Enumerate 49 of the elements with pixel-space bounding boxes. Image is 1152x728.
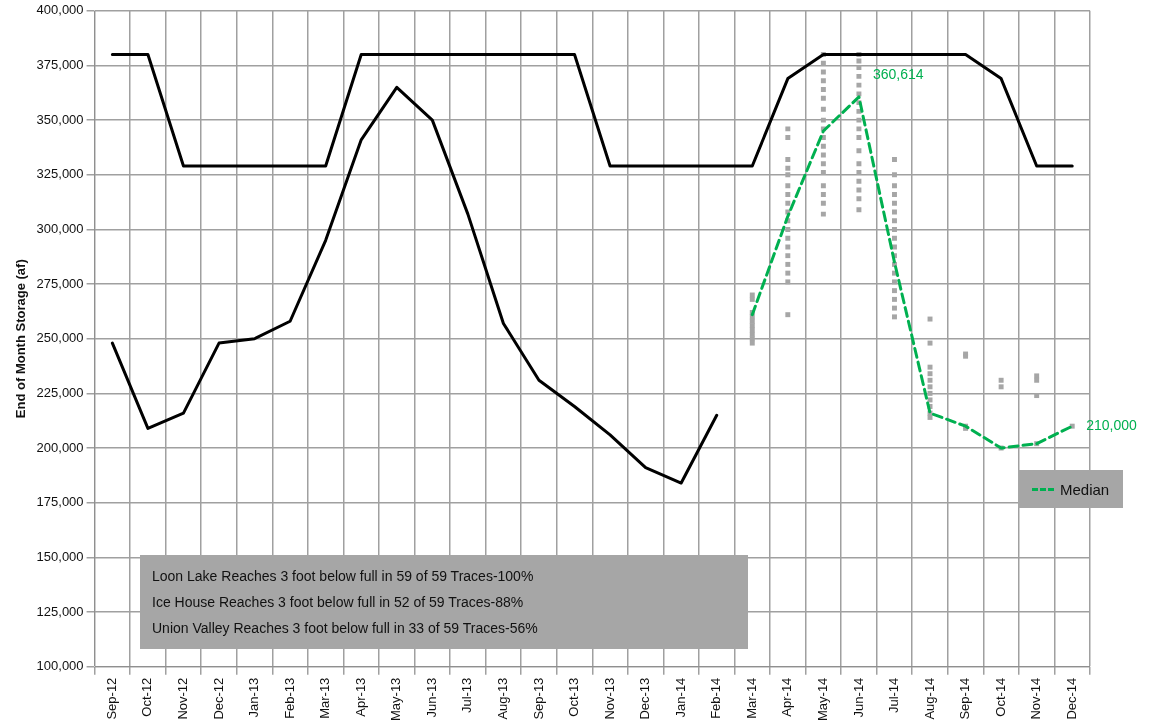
x-tick-label: May-14 (814, 677, 830, 722)
y-tick-label: 350,000 (36, 111, 84, 127)
x-tick-label: Jun-13 (423, 677, 439, 718)
data-label: 360,614 (872, 65, 924, 82)
x-tick-label: Nov-12 (175, 677, 191, 720)
x-tick-label: Sep-12 (103, 677, 119, 720)
x-tick-label: May-13 (388, 677, 404, 722)
x-tick-label: Jul-13 (459, 677, 475, 714)
annotation: Loon Lake Reaches 3 foot below full in 59 of 59 Traces-100% (152, 567, 535, 586)
x-tick-label: Jun-14 (850, 677, 866, 718)
x-tick-label: Dec-12 (210, 677, 226, 720)
x-tick-label: Aug-14 (921, 677, 937, 720)
x-tick-label: Jan-14 (672, 677, 688, 718)
x-tick-label: Feb-14 (708, 677, 724, 719)
x-tick-label: Oct-14 (992, 677, 1008, 717)
y-tick-label: 400,000 (36, 2, 84, 18)
x-tick-label: Sep-13 (530, 677, 546, 720)
x-tick-label: Nov-14 (1028, 677, 1044, 720)
y-axis-title: End of Month Storage (af) (13, 259, 29, 419)
x-tick-label: Mar-14 (743, 677, 759, 719)
y-tick-label: 275,000 (36, 275, 84, 291)
legend-label: Median (1060, 480, 1110, 498)
x-tick-label: Jan-13 (246, 677, 262, 718)
x-tick-label: Nov-13 (601, 677, 617, 720)
note-box: Loon Lake Reaches 3 foot below full in 59 of 59 Traces-100% Ice House Reaches 3 foot below full in 52 of 59 Traces-88% Union Valley Reaches 3 foot below full in 33 of 59 Traces-56% (140, 555, 748, 649)
x-tick-label: Oct-12 (139, 677, 155, 717)
y-tick-label: 325,000 (36, 166, 84, 182)
x-tick-label: Apr-13 (352, 677, 368, 717)
x-tick-label: Dec-14 (1063, 677, 1079, 720)
y-tick-label: 125,000 (36, 603, 84, 619)
x-tick-label: Mar-13 (317, 677, 333, 719)
x-tick-label: Feb-13 (281, 677, 297, 719)
x-tick-label: Oct-13 (566, 677, 582, 717)
y-tick-label: 100,000 (36, 658, 84, 674)
x-tick-label: Dec-13 (637, 677, 653, 720)
y-tick-label: 225,000 (36, 384, 84, 400)
y-tick-label: 150,000 (36, 548, 84, 564)
y-tick-label: 250,000 (36, 330, 84, 346)
x-tick-label: Apr-14 (779, 677, 795, 717)
annotation: Union Valley Reaches 3 foot below full in 33 of 59 Traces-56% (152, 619, 539, 638)
x-tick-label: Aug-13 (495, 677, 510, 720)
data-label: 210,000 (1086, 417, 1138, 434)
annotation: Ice House Reaches 3 foot below full in 52 of 59 Traces-88% (152, 593, 525, 612)
y-tick-label: 300,000 (36, 221, 84, 236)
y-tick-label: 375,000 (36, 57, 84, 73)
x-tick-label: Sep-14 (957, 677, 973, 720)
y-tick-label: 175,000 (36, 494, 84, 510)
y-tick-label: 200,000 (36, 439, 84, 455)
x-tick-label: Jul-14 (886, 677, 902, 714)
